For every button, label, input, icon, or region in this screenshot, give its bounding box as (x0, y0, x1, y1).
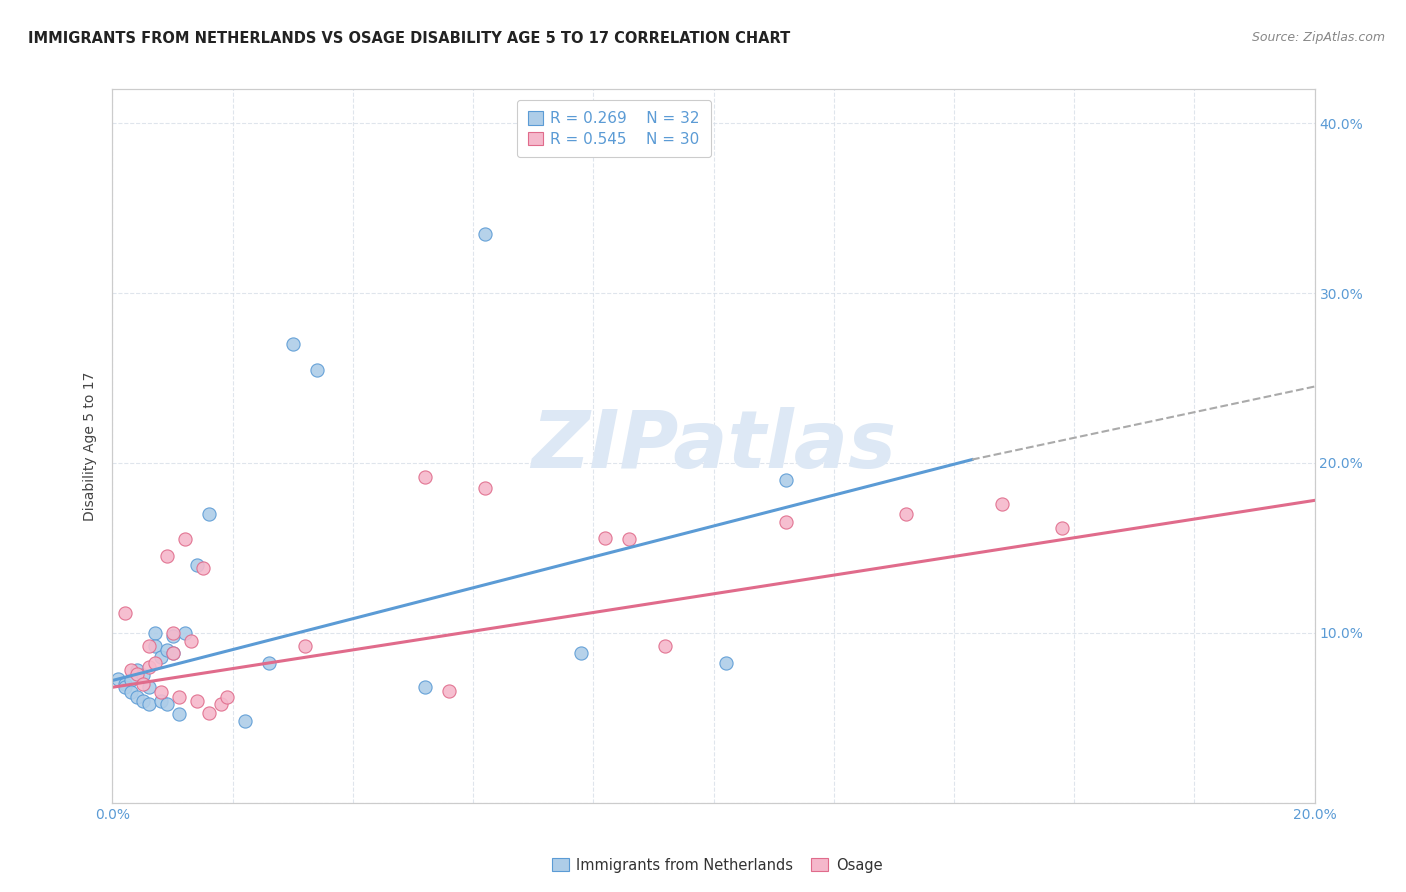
Point (209, 698, 232, 712)
Point (186, 558, 208, 572)
Point (162, 626, 184, 640)
Point (437, 683, 460, 698)
Point (474, 227, 496, 241)
Point (775, 473, 797, 487)
Point (191, 561, 214, 575)
Point (197, 706, 219, 720)
Text: ZIPatlas: ZIPatlas (531, 407, 896, 485)
Point (162, 646, 184, 660)
Point (149, 685, 172, 699)
Point (180, 634, 202, 648)
Point (155, 643, 177, 657)
Legend: Immigrants from Netherlands, Osage: Immigrants from Netherlands, Osage (544, 851, 890, 880)
Point (125, 663, 148, 677)
Point (215, 690, 238, 705)
Point (143, 626, 166, 640)
Point (257, 657, 280, 671)
Point (125, 690, 148, 705)
Point (991, 497, 1014, 511)
Point (173, 533, 195, 547)
Point (120, 663, 142, 677)
Point (474, 482, 496, 496)
Point (714, 657, 737, 671)
Point (125, 666, 148, 681)
Point (197, 507, 219, 521)
Y-axis label: Disability Age 5 to 17: Disability Age 5 to 17 (83, 371, 97, 521)
Point (167, 690, 190, 705)
Point (413, 469, 436, 483)
Point (595, 531, 617, 545)
Point (120, 685, 142, 699)
Point (167, 707, 190, 722)
Point (233, 714, 256, 729)
Legend: R = 0.269    N = 32, R = 0.545    N = 30: R = 0.269 N = 32, R = 0.545 N = 30 (517, 101, 710, 157)
Point (294, 640, 316, 654)
Point (305, 362, 328, 376)
Point (138, 698, 160, 712)
Point (114, 606, 136, 620)
Point (281, 337, 304, 351)
Point (131, 668, 153, 682)
Text: IMMIGRANTS FROM NETHERLANDS VS OSAGE DISABILITY AGE 5 TO 17 CORRELATION CHART: IMMIGRANTS FROM NETHERLANDS VS OSAGE DIS… (28, 31, 790, 46)
Point (413, 680, 436, 694)
Point (775, 516, 797, 530)
Point (173, 626, 195, 640)
Point (131, 677, 153, 691)
Point (114, 680, 136, 694)
Point (143, 640, 166, 654)
Point (149, 694, 172, 708)
Point (894, 507, 917, 521)
Point (114, 677, 136, 691)
Point (186, 694, 208, 708)
Point (162, 629, 184, 643)
Point (138, 680, 160, 694)
Point (149, 649, 172, 664)
Point (569, 646, 592, 660)
Point (155, 549, 177, 564)
Point (120, 673, 142, 688)
Point (155, 698, 177, 712)
Point (1050, 520, 1073, 534)
Point (131, 694, 153, 708)
Text: Source: ZipAtlas.com: Source: ZipAtlas.com (1251, 31, 1385, 45)
Point (138, 640, 160, 654)
Point (654, 640, 676, 654)
Point (162, 646, 184, 660)
Point (138, 660, 160, 674)
Point (143, 657, 166, 671)
Point (107, 672, 129, 686)
Point (619, 533, 641, 547)
